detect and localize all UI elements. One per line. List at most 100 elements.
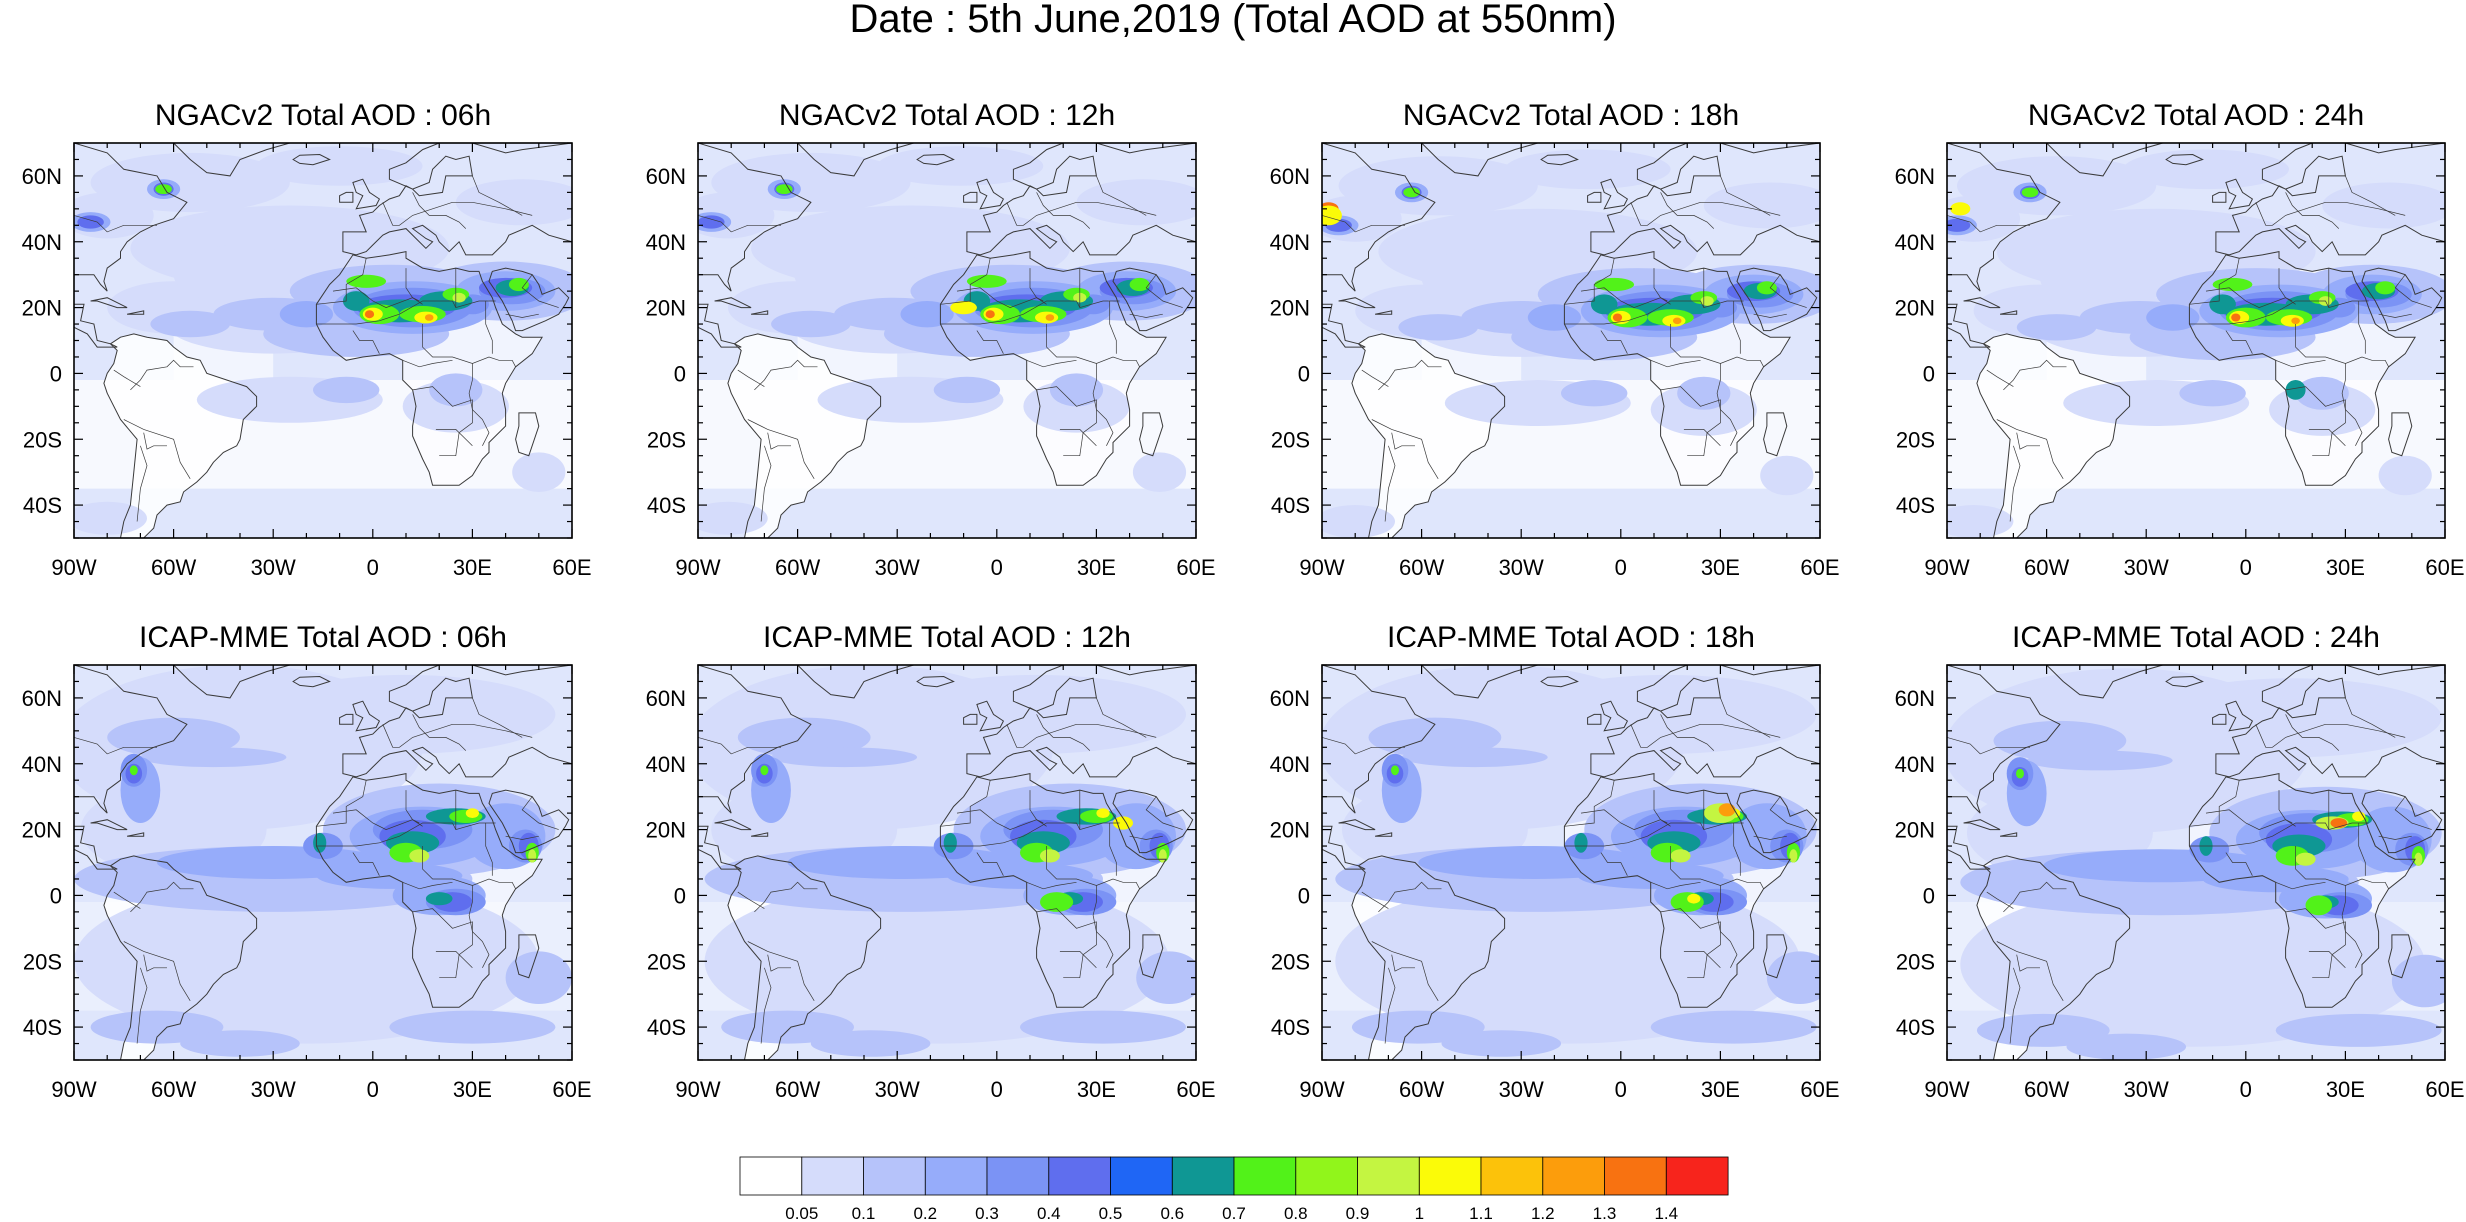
aod-field — [698, 143, 1196, 538]
coastline — [2212, 191, 2227, 203]
coastline — [2000, 310, 2018, 315]
lon-tick-label: 60W — [151, 1077, 196, 1102]
lat-tick-label: 40N — [1895, 752, 1935, 777]
coastline — [976, 700, 1005, 732]
aod-field — [698, 665, 1196, 1060]
coastline — [2165, 675, 2204, 688]
coastline — [1540, 675, 1579, 688]
aod-plume — [704, 879, 1170, 1044]
coastline — [963, 713, 978, 725]
aod-plume — [313, 376, 380, 404]
colorbar-label: 1 — [1415, 1204, 1424, 1222]
aod-plume — [1040, 892, 1074, 912]
lat-tick-label: 0 — [674, 361, 686, 386]
country-border — [405, 790, 420, 824]
lat-tick-label: 20S — [647, 949, 686, 974]
coastline — [1322, 143, 1436, 292]
aod-plume — [947, 862, 1093, 889]
lon-tick-label: 30E — [1077, 555, 1116, 580]
aod-plume — [1561, 380, 1628, 407]
lat-tick-label: 20N — [646, 818, 686, 843]
lon-tick-label: 90W — [675, 555, 720, 580]
country-borders — [1947, 175, 2432, 522]
coastline — [315, 772, 543, 1008]
country-border — [2275, 359, 2326, 368]
colorbar-label: 0.7 — [1222, 1204, 1246, 1222]
lat-tick-label: 40S — [647, 1015, 686, 1040]
aod-plume — [429, 373, 483, 407]
lon-tick-label: 30W — [875, 1077, 920, 1102]
lat-axis: 60N 40N 20N 0 20S 40S — [1895, 142, 2445, 539]
lat-tick-label: 60N — [22, 164, 62, 189]
lon-tick-label: 0 — [1615, 555, 1627, 580]
country-border — [130, 359, 194, 391]
country-border — [2016, 432, 2040, 450]
country-border — [412, 192, 467, 229]
lon-tick-label: 60E — [2425, 1077, 2464, 1102]
country-border — [747, 419, 815, 479]
country-border — [435, 951, 473, 969]
country-border — [2345, 697, 2396, 738]
coastlines — [698, 665, 1196, 1060]
country-border — [754, 881, 818, 913]
country-border — [452, 723, 533, 738]
country-border — [2225, 330, 2253, 354]
colorbar-swatch — [1604, 1156, 1667, 1196]
aod-plume — [1947, 505, 2014, 538]
coastlines — [1947, 665, 2445, 1060]
aod-field — [1322, 143, 1820, 538]
country-border — [1006, 723, 1077, 748]
lat-tick-label: 0 — [1298, 361, 1310, 386]
country-border — [485, 823, 493, 876]
coastline — [74, 303, 118, 348]
colorbar-swatch — [1233, 1156, 1297, 1196]
lat-tick-label: 60N — [1895, 686, 1935, 711]
aod-plume — [1441, 1030, 1562, 1057]
aod-plume — [698, 192, 775, 239]
country-border — [412, 386, 473, 457]
aod-plume — [2275, 1013, 2442, 1047]
aod-field — [74, 143, 572, 538]
country-border — [940, 258, 991, 305]
country-border — [1361, 369, 1389, 387]
colorbar-swatch — [739, 1156, 803, 1196]
aod-plume — [180, 1030, 300, 1057]
lon-tick-label: 30E — [1701, 555, 1740, 580]
coastline — [1351, 333, 1506, 538]
aod-plume — [1950, 202, 1971, 216]
coastline — [2212, 713, 2227, 725]
lon-tick-label: 30W — [2124, 555, 2169, 580]
lon-tick-label: 60E — [1176, 555, 1215, 580]
country-border — [976, 852, 1004, 876]
country-border — [2278, 268, 2293, 302]
country-border — [74, 737, 157, 755]
lat-tick-label: 20N — [22, 818, 62, 843]
lon-axis: 90W 60W 30W 0 30E 60E — [51, 143, 592, 580]
aod-plume — [2375, 281, 2396, 295]
aod-plume — [129, 765, 138, 776]
country-border — [123, 941, 191, 1001]
coastline — [292, 153, 331, 166]
country-border — [1653, 268, 1668, 302]
aod-plume — [389, 1010, 556, 1044]
coastline — [698, 665, 812, 814]
coastline — [2388, 934, 2413, 979]
aod-plume — [1670, 892, 1704, 912]
country-border — [1700, 201, 1781, 216]
figure-title: Date : 5th June,2019 (Total AOD at 550nm… — [849, 0, 1616, 41]
lat-axis: 60N 40N 20N 0 20S 40S — [1895, 664, 2445, 1061]
country-border — [382, 723, 453, 748]
country-border — [737, 369, 765, 387]
coastline — [339, 191, 354, 203]
aod-plume — [2021, 187, 2039, 198]
aod-plume — [1677, 376, 1731, 410]
coastlines — [1322, 143, 1820, 538]
lat-axis: 60N 40N 20N 0 20S 40S — [646, 142, 1196, 539]
aod-plume — [528, 849, 537, 863]
aod-plume — [698, 215, 725, 229]
aod-plume — [2291, 317, 2300, 325]
lat-tick-label: 40N — [646, 752, 686, 777]
lon-axis: 90W 60W 30W 0 30E 60E — [675, 143, 1216, 580]
coastline — [339, 713, 354, 725]
country-border — [130, 881, 194, 913]
